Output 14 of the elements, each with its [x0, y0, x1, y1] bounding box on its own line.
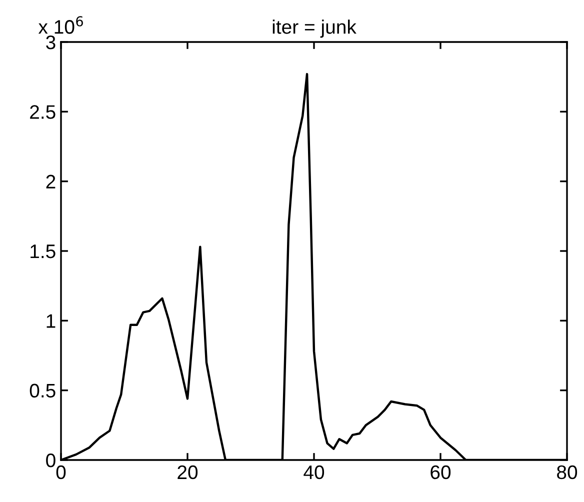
- x-tick-label: 0: [56, 465, 66, 480]
- x-tick-label: 80: [557, 465, 578, 480]
- chart-title: iter = junk: [272, 20, 356, 38]
- y-tick-label: 2.5: [30, 105, 56, 119]
- y-tick-label: 1.5: [30, 244, 56, 258]
- x-tick-label: 20: [178, 465, 198, 480]
- y-tick-label: 0.5: [30, 384, 56, 398]
- x-tick-label: 60: [430, 465, 451, 480]
- y-tick-label: 3: [46, 35, 56, 50]
- x-tick-label: 40: [304, 465, 324, 480]
- y-tick-label: 0: [46, 453, 56, 468]
- text: x 10$^{6}$: [38, 16, 83, 34]
- y-tick-label: 1: [46, 314, 56, 328]
- y-tick-label: 2: [46, 174, 56, 188]
